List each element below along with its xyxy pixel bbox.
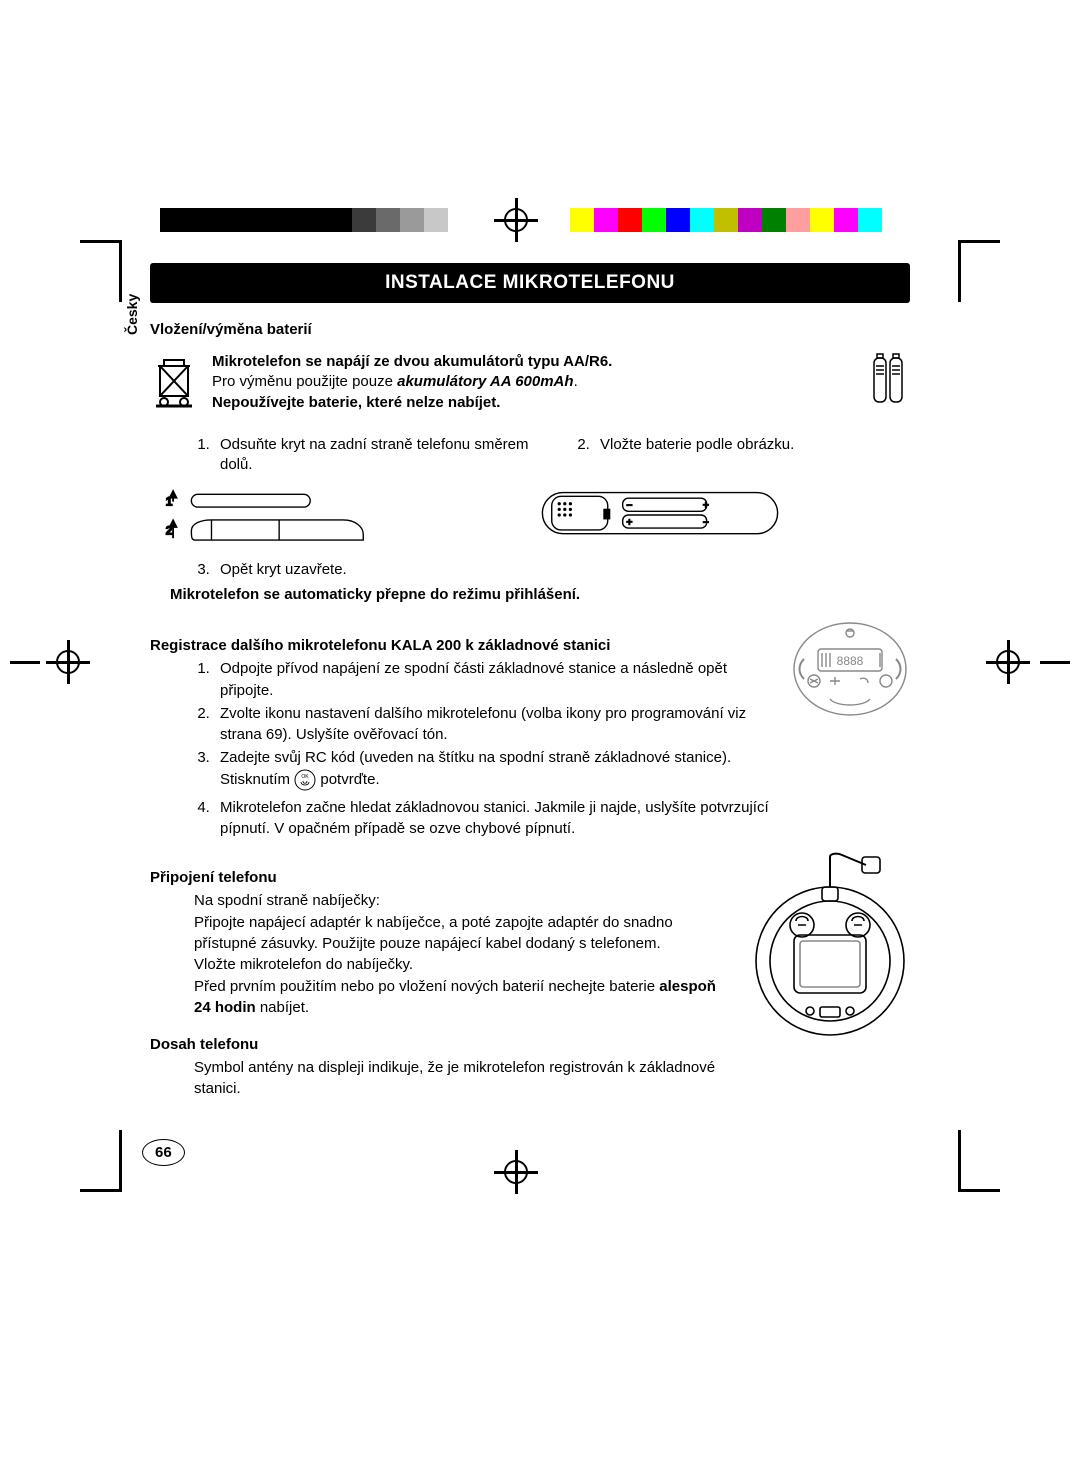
handset-display-icon: 8888: [790, 619, 910, 841]
ok-button-icon: OK: [294, 769, 316, 791]
svg-text:+: +: [626, 518, 632, 529]
page-number-value: 66: [142, 1139, 185, 1166]
svg-text:+: +: [703, 501, 709, 512]
language-tab: Česky: [124, 294, 140, 335]
battery-figures: 1 2: [150, 487, 910, 551]
connect-p4c: nabíjet.: [256, 999, 309, 1016]
connect-p4: Před prvním použitím nebo po vložení nov…: [194, 976, 732, 1019]
battery-line2-suffix: .: [574, 373, 578, 390]
colorbar-color: [570, 208, 882, 232]
batteries-icon: [862, 352, 910, 408]
heading-register: Registrace dalšího mikrotelefonu KALA 20…: [150, 637, 772, 654]
heading-batteries: Vložení/výměna baterií: [150, 321, 910, 338]
battery-intro: Mikrotelefon se napájí ze dvou akumuláto…: [150, 352, 910, 413]
connect-p4a: Před prvním použitím nebo po vložení nov…: [194, 978, 659, 995]
crosshair-right: [970, 640, 1070, 684]
crop-mark-tl: [80, 240, 122, 302]
figure-insert-batteries: + − + −: [530, 487, 910, 551]
crosshair-bottom: [494, 1150, 538, 1194]
svg-text:8888: 8888: [837, 654, 864, 668]
crosshair-top: [494, 198, 538, 242]
heading-range: Dosah telefonu: [150, 1036, 732, 1053]
crop-mark-br: [958, 1130, 1000, 1192]
battery-line2-prefix: Pro výměnu použijte pouze: [212, 373, 397, 390]
battery-step2: Vložte baterie podle obrázku.: [594, 435, 910, 455]
register-step4: Mikrotelefon začne hledat základnovou st…: [214, 797, 772, 840]
register-step2: Zvolte ikonu nastavení dalšího mikrotele…: [214, 703, 772, 746]
register-step3b: potvrďte.: [320, 771, 379, 788]
battery-steps-row: Odsuňte kryt na zadní straně telefonu sm…: [150, 435, 910, 478]
register-step1: Odpojte přívod napájení ze spodní části …: [214, 658, 772, 701]
page-content: INSTALACE MIKROTELEFONU Česky Vložení/vý…: [150, 263, 910, 1100]
battery-step3: Opět kryt uzavřete.: [214, 559, 910, 580]
svg-text:−: −: [626, 501, 632, 512]
weee-bin-icon: [150, 352, 198, 408]
colorbar-grayscale: [160, 208, 448, 232]
heading-connect: Připojení telefonu: [150, 869, 732, 886]
range-p: Symbol antény na displeji indikuje, že j…: [194, 1057, 732, 1100]
figure-remove-cover: 1 2: [150, 487, 530, 551]
connect-p3: Vložte mikrotelefon do nabíječky.: [194, 954, 732, 975]
charger-base-figure: [750, 851, 910, 1099]
battery-step1: Odsuňte kryt na zadní straně telefonu sm…: [214, 435, 530, 476]
battery-line2: Pro výměnu použijte pouze akumulátory AA…: [212, 372, 848, 392]
page-title: INSTALACE MIKROTELEFONU: [150, 263, 910, 303]
battery-line3: Nepoužívejte baterie, které nelze nabíje…: [212, 393, 848, 413]
svg-text:OK: OK: [302, 774, 310, 780]
battery-line2-emph: akumulátory AA 600mAh: [397, 373, 573, 390]
battery-auto-note: Mikrotelefon se automaticky přepne do re…: [170, 585, 910, 606]
crop-mark-bl: [80, 1130, 122, 1192]
svg-text:−: −: [703, 518, 709, 529]
battery-line1: Mikrotelefon se napájí ze dvou akumuláto…: [212, 352, 848, 372]
register-step3: Zadejte svůj RC kód (uveden na štítku na…: [214, 747, 772, 790]
connect-p1: Na spodní straně nabíječky:: [194, 890, 732, 911]
crosshair-left: [10, 640, 110, 684]
crop-mark-tr: [958, 240, 1000, 302]
connect-p2: Připojte napájecí adaptér k nabíječce, a…: [194, 912, 732, 955]
page-number: 66: [142, 1139, 185, 1166]
